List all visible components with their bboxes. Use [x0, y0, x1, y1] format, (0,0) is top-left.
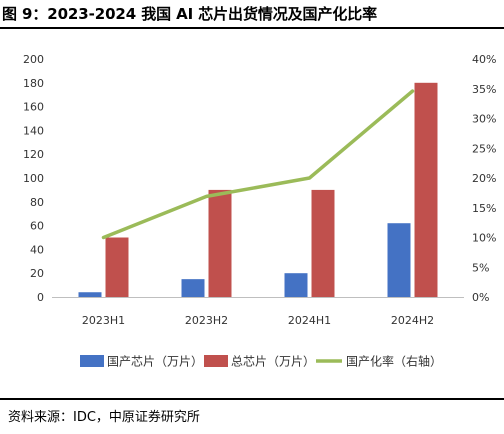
x-tick-label: 2023H1 — [82, 314, 125, 327]
localization-rate-line — [101, 89, 415, 240]
y-left-tick-label: 180 — [23, 77, 44, 90]
domestic-chip-bar — [284, 273, 308, 297]
legend-total-swatch — [204, 355, 228, 367]
y-left-tick-label: 60 — [30, 220, 44, 233]
y-left-tick-label: 0 — [37, 291, 44, 304]
figure-title: 图 9：2023-2024 我国 AI 芯片出货情况及国产化比率 — [2, 5, 378, 23]
y-left-tick-label: 120 — [23, 148, 44, 161]
total-chip-bar — [414, 82, 438, 297]
y-right-tick-label: 10% — [472, 232, 496, 245]
source-note: 资料来源：IDC，中原证券研究所 — [8, 410, 200, 425]
legend-domestic-swatch — [80, 355, 104, 367]
y-right-tick-label: 30% — [472, 113, 496, 126]
y-right-tick-label: 25% — [472, 142, 496, 155]
y-left-tick-label: 80 — [30, 196, 44, 209]
y-left-tick-label: 140 — [23, 124, 44, 137]
y-left-tick-label: 40 — [30, 243, 44, 256]
top-rule — [0, 27, 504, 29]
total-chip-bar — [311, 189, 335, 297]
domestic-chip-bar — [78, 292, 102, 297]
x-tick-label: 2024H2 — [391, 314, 434, 327]
legend-domestic-label: 国产芯片（万片） — [107, 355, 203, 369]
y-right-tick-label: 5% — [472, 261, 489, 274]
x-tick-label: 2024H1 — [288, 314, 331, 327]
domestic-chip-bar — [387, 223, 411, 297]
legend-total-label: 总芯片（万片） — [231, 355, 315, 369]
total-chip-bar — [105, 237, 129, 297]
bottom-rule — [0, 398, 504, 400]
y-left-tick-label: 20 — [30, 267, 44, 280]
legend-rate-label: 国产化率（右轴） — [346, 354, 442, 369]
x-tick-label: 2023H2 — [185, 314, 228, 327]
chart: 0 20 40 60 80 100 120 140 160 180 200 0% 5% 10% 15% 20%… — [23, 53, 496, 369]
y-left-tick-label: 160 — [23, 101, 44, 114]
y-left-tick-label: 100 — [23, 172, 44, 185]
total-chip-bar — [208, 189, 232, 297]
y-right-tick-label: 35% — [472, 83, 496, 96]
y-right-tick-label: 0% — [472, 291, 489, 304]
y-left-tick-label: 200 — [23, 53, 44, 66]
domestic-chip-bar — [181, 279, 205, 297]
y-right-tick-label: 15% — [472, 202, 496, 215]
y-right-tick-label: 20% — [472, 172, 496, 185]
y-right-tick-label: 40% — [472, 53, 496, 66]
